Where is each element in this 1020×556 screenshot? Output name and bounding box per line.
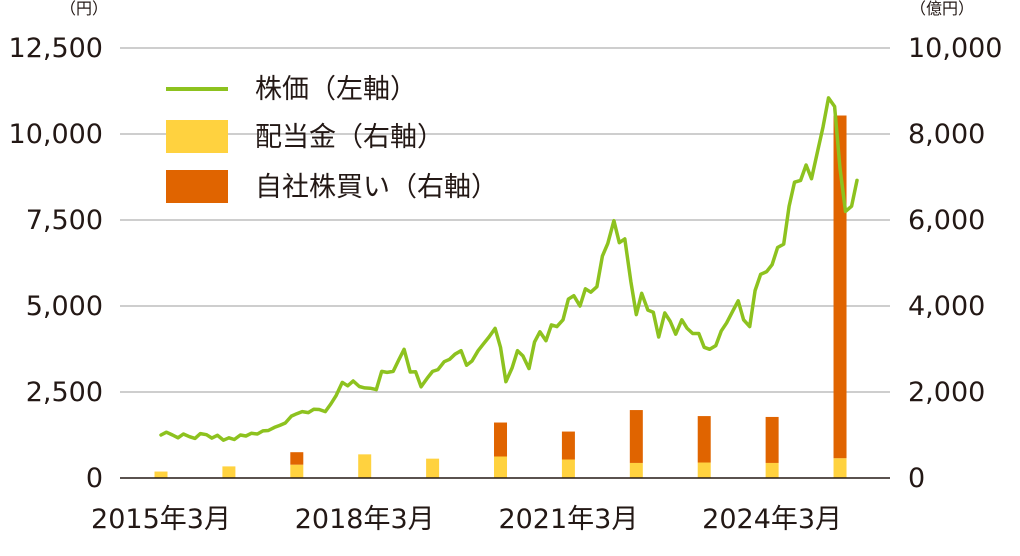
right-axis-ticks: 10,000 8,000 6,000 4,000 2,000 0 (908, 33, 1002, 494)
dividend-bar (561, 459, 575, 478)
dividend-bar (290, 464, 304, 478)
x-tick-label: 2021年3月 (498, 504, 638, 535)
right-tick-label: 10,000 (908, 33, 1002, 64)
right-tick-label: 8,000 (908, 119, 985, 150)
bar-series (154, 115, 847, 478)
gridlines (120, 47, 890, 393)
dividend-bar (154, 471, 168, 478)
stock-price-line (159, 96, 859, 442)
legend-label-dividend: 配当金（右軸） (255, 122, 444, 153)
left-tick-label: 2,500 (26, 377, 103, 408)
buyback-bar (494, 422, 508, 457)
legend-swatch-dividend (166, 120, 228, 153)
left-tick-label: 12,500 (9, 33, 103, 64)
right-axis-unit: （億円） (910, 0, 974, 18)
legend-label-price: 株価（左軸） (255, 74, 417, 105)
right-tick-label: 6,000 (908, 205, 985, 236)
x-tick-label: 2015年3月 (91, 504, 231, 535)
dividend-bar (426, 458, 440, 478)
x-axis-ticks: 2015年3月 2018年3月 2021年3月 2024年3月 (91, 504, 842, 535)
dividend-bar (358, 454, 372, 478)
dividend-bar (697, 462, 711, 478)
x-tick-label: 2024年3月 (702, 504, 842, 535)
buyback-bar (290, 452, 304, 465)
left-tick-label: 7,500 (26, 205, 103, 236)
dividend-bar (833, 458, 847, 478)
buyback-bar (765, 416, 779, 463)
buyback-bar (629, 410, 643, 463)
left-tick-label: 10,000 (9, 119, 103, 150)
x-tick-label: 2018年3月 (295, 504, 435, 535)
left-axis-ticks: 12,500 10,000 7,500 5,000 2,500 0 (9, 33, 103, 494)
dividend-bar (765, 462, 779, 478)
legend-swatch-buyback (166, 170, 228, 203)
dividend-bar (629, 462, 643, 478)
left-tick-label: 5,000 (26, 291, 103, 322)
left-tick-label: 0 (86, 463, 103, 494)
dividend-bar (222, 466, 236, 478)
right-tick-label: 2,000 (908, 377, 985, 408)
legend-label-buyback: 自社株買い（右軸） (255, 172, 498, 203)
legend: 株価（左軸） 配当金（右軸） 自社株買い（右軸） (166, 74, 498, 203)
right-tick-label: 0 (908, 463, 925, 494)
buyback-bar (561, 431, 575, 460)
dividend-bar (494, 456, 508, 478)
right-tick-label: 4,000 (908, 291, 985, 322)
buyback-bar (697, 416, 711, 463)
left-axis-unit: （円） (60, 0, 108, 18)
